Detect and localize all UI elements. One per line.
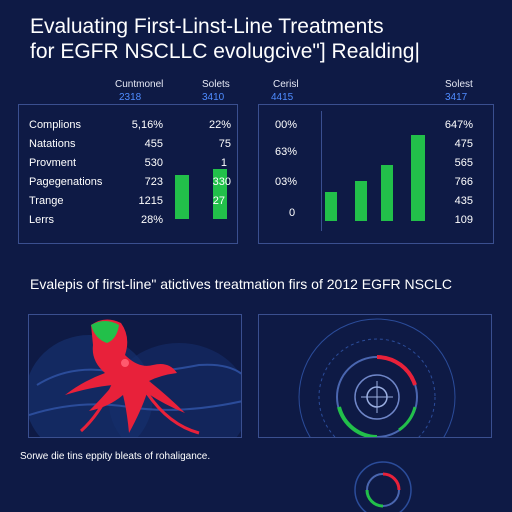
- left-row-label-3: Pagegenations: [29, 176, 103, 188]
- right-bar-4: [411, 135, 425, 221]
- tumor-shape: [65, 319, 200, 435]
- right-value-5: 109: [454, 214, 473, 226]
- left-header-1-label: Cuntmonel: [115, 79, 164, 90]
- left-header-2-label: Solets: [202, 79, 230, 90]
- left-stats-panel: Cuntmonel 2318 Solets 3410 Complions Nat…: [18, 79, 238, 244]
- left-row-label-2: Provment: [29, 157, 77, 169]
- radial-scan-panel: [258, 314, 492, 438]
- left-row-v2-4: 27: [212, 195, 225, 207]
- right-axis-label-1: 63%: [275, 146, 298, 158]
- right-axis-label-0: 00%: [275, 119, 298, 131]
- lung-scan-illustration: [28, 314, 242, 438]
- footer-note: Sorwe die tins eppity bleats of rohaliga…: [20, 451, 211, 462]
- left-row-v1-5: 28%: [140, 214, 163, 226]
- right-axis-label-2: 03%: [275, 176, 298, 188]
- radial-gauge-graphic: [298, 318, 456, 437]
- right-header-1-label: Cerisl: [273, 79, 299, 90]
- left-row-label-0: Complions: [29, 119, 81, 131]
- right-axis-line: [321, 111, 322, 231]
- right-bar-3: [381, 165, 393, 221]
- left-bar-2: [213, 169, 227, 219]
- left-row-v2-2: 1: [220, 157, 227, 169]
- left-row-v1-1: 455: [144, 138, 163, 150]
- right-value-3: 766: [454, 176, 473, 188]
- left-bar-1: [175, 175, 189, 219]
- left-row-v1-3: 723: [144, 176, 163, 188]
- left-row-label-4: Trange: [29, 195, 64, 207]
- right-value-0: 647%: [444, 119, 473, 131]
- left-row-v1-2: 530: [144, 157, 163, 169]
- left-row-v1-0: 5,16%: [131, 119, 163, 131]
- right-header-1-value: 4415: [271, 92, 294, 103]
- mini-radial-icon: [354, 461, 412, 512]
- lung-scan-graphic: [29, 319, 241, 437]
- left-row-v2-0: 22%: [208, 119, 231, 131]
- right-value-1: 475: [454, 138, 473, 150]
- right-value-2: 565: [454, 157, 473, 169]
- right-axis-label-3: 0: [289, 207, 296, 219]
- left-row-label-1: Natations: [29, 138, 76, 150]
- right-header-2-value: 3417: [445, 92, 468, 103]
- right-header-2-label: Solest: [445, 79, 473, 90]
- right-bar-2: [355, 181, 367, 221]
- page-title: Evaluating First-Linst-Line Treatments f…: [30, 14, 500, 64]
- left-header-1-value: 2318: [119, 92, 142, 103]
- left-header-2-value: 3410: [202, 92, 225, 103]
- right-stats-panel: Cerisl 4415 Solest 3417 00% 63% 03% 0 64…: [258, 79, 494, 244]
- right-bar-1: [325, 192, 337, 221]
- section-subtitle: Evalepis of first-line" atictives treatm…: [30, 276, 453, 292]
- right-value-4: 435: [454, 195, 473, 207]
- title-line-2: for EGFR NSCLLC evolugcive"] Realding|: [30, 40, 420, 63]
- left-row-label-5: Lerrs: [29, 214, 55, 226]
- title-line-1: Evaluating First-Linst-Line Treatments: [30, 15, 384, 38]
- left-row-v2-3: 330: [212, 176, 231, 188]
- left-row-v1-4: 1215: [138, 195, 163, 207]
- left-row-v2-1: 75: [218, 138, 231, 150]
